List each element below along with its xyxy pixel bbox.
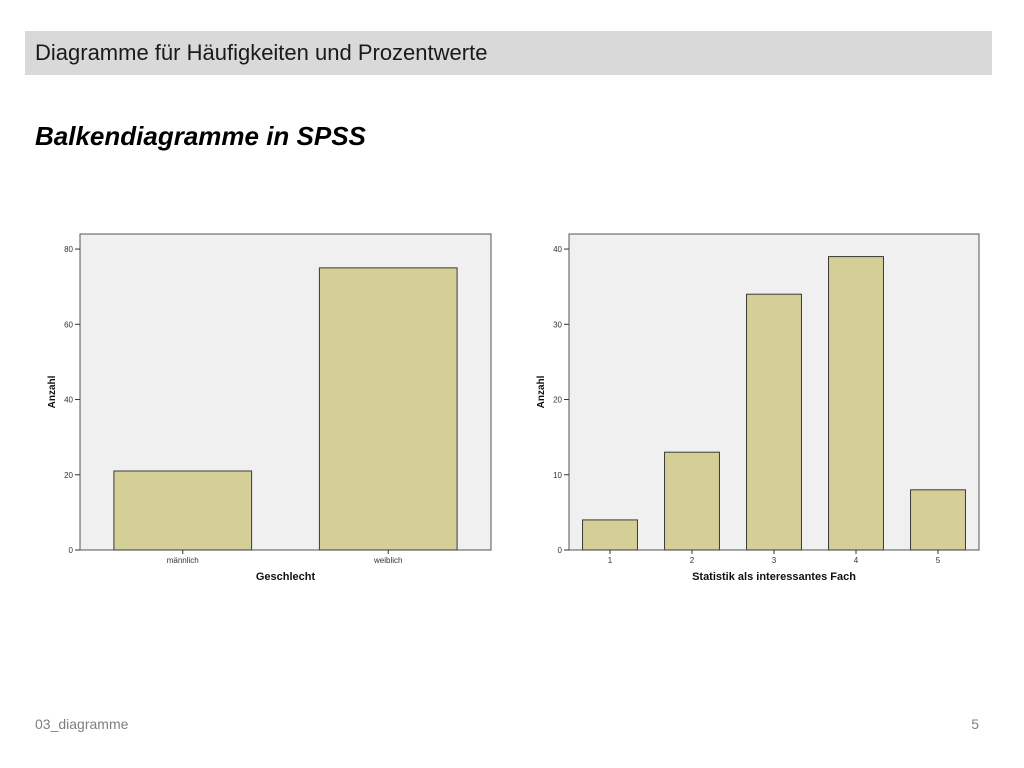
y-tick-label: 60 [64, 320, 73, 329]
x-tick-label: 1 [608, 556, 613, 565]
x-tick-label: 5 [936, 556, 941, 565]
y-tick-label: 20 [64, 471, 73, 480]
bar-2 [664, 451, 720, 551]
page-number: 5 [971, 716, 979, 732]
bar-5 [910, 489, 966, 551]
y-tick-label: 80 [64, 245, 73, 254]
bar-3 [746, 293, 802, 551]
y-tick-label: 0 [558, 546, 563, 555]
y-axis-label: Anzahl [536, 375, 547, 408]
chart-svg: männlich weiblich 0 20 40 60 80 Geschlecht Anzah… [47, 233, 492, 583]
x-axis-label: Geschlecht [256, 571, 316, 583]
bar-chart-geschlecht: männlich weiblich 0 20 40 60 80 Geschlecht Anzah… [45, 225, 495, 595]
chart-svg: 1 2 3 4 5 0 10 20 30 40 Statistik als interessante… [536, 233, 980, 583]
bar-männlich [113, 470, 253, 551]
bar-weiblich [318, 267, 458, 551]
x-tick-label: 4 [854, 556, 859, 565]
y-tick-label: 0 [69, 546, 74, 555]
y-tick-label: 30 [553, 320, 562, 329]
footer-source: 03_diagramme [35, 716, 129, 732]
x-tick-label: 2 [690, 556, 695, 565]
x-tick-label: 3 [772, 556, 777, 565]
slide-subtitle: Balkendiagramme in SPSS [35, 121, 366, 151]
bar-1 [582, 519, 638, 551]
y-tick-label: 20 [553, 396, 562, 405]
header-bar: Diagramme für Häufigkeiten und Prozentwe… [25, 31, 992, 75]
y-axis-label: Anzahl [47, 375, 58, 408]
bar-chart-statistik-fach: 1 2 3 4 5 0 10 20 30 40 Statistik als interessante… [533, 225, 983, 595]
y-tick-label: 40 [64, 396, 73, 405]
x-tick-label: männlich [167, 556, 199, 565]
x-tick-label: weiblich [373, 556, 402, 565]
slide-header-title: Diagramme für Häufigkeiten und Prozentwe… [35, 40, 488, 65]
y-tick-label: 40 [553, 245, 562, 254]
x-axis-label: Statistik als interessantes Fach [692, 571, 856, 583]
bar-4 [828, 256, 884, 551]
y-tick-label: 10 [553, 471, 562, 480]
